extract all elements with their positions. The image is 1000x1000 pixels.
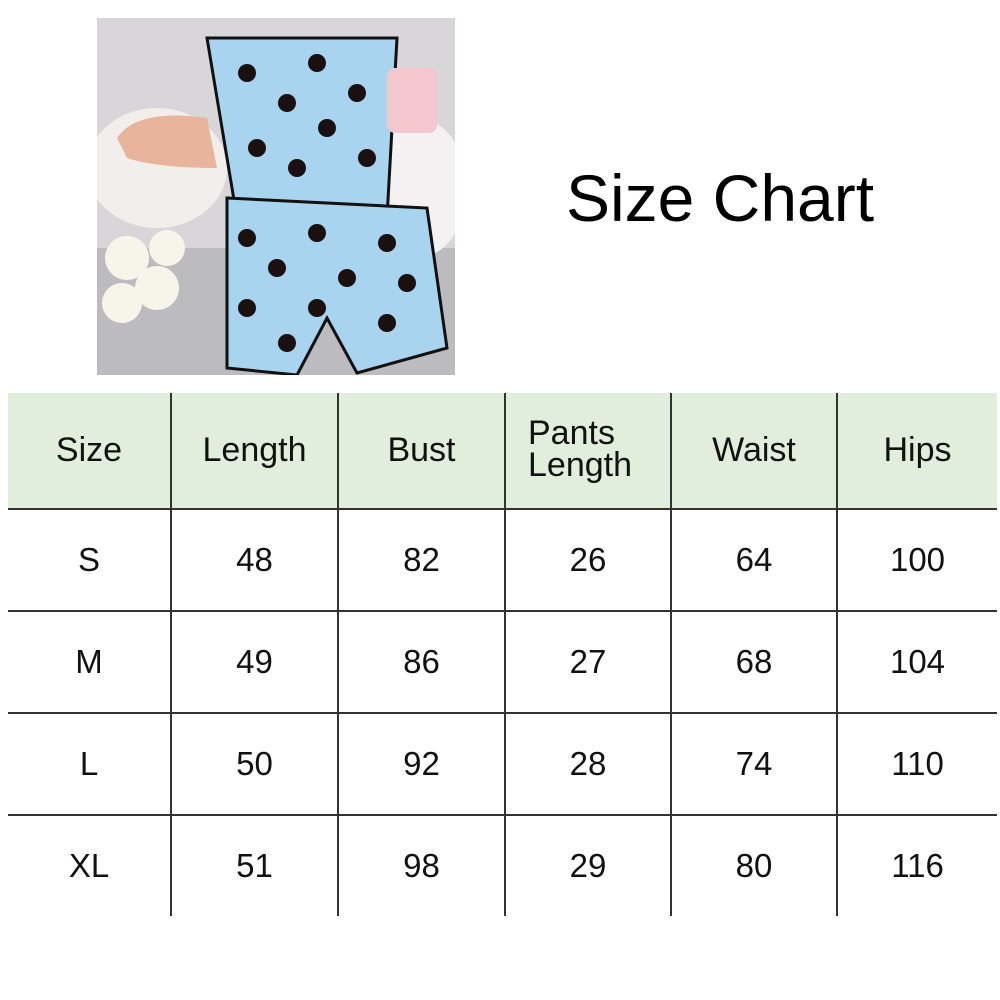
cell: 82: [337, 508, 506, 612]
header-waist: Waist: [670, 393, 838, 510]
cell: 50: [170, 712, 339, 816]
size-chart-table: Size Length Bust Pants Length Waist Hips…: [8, 393, 997, 916]
cell: 27: [504, 610, 672, 714]
product-photo: [97, 18, 455, 375]
cell: 98: [337, 814, 506, 916]
cell: 28: [504, 712, 672, 816]
cell: 80: [670, 814, 838, 916]
cell: 26: [504, 508, 672, 612]
header-length: Length: [170, 393, 339, 510]
header-bust: Bust: [337, 393, 506, 510]
cell: 110: [836, 712, 997, 816]
cell: 29: [504, 814, 672, 916]
cell: 74: [670, 712, 838, 816]
table-row: XL 51 98 29 80 116: [8, 814, 997, 916]
header-pants-length: Pants Length: [504, 393, 672, 510]
header-hips: Hips: [836, 393, 997, 510]
pants-length-label: Pants Length: [528, 413, 632, 484]
table-header-row: Size Length Bust Pants Length Waist Hips: [8, 393, 997, 510]
header-size: Size: [8, 393, 172, 510]
cell: S: [8, 508, 172, 612]
page-title: Size Chart: [565, 161, 875, 235]
cell: 51: [170, 814, 339, 916]
cell: 68: [670, 610, 838, 714]
cell: M: [8, 610, 172, 714]
cell: 92: [337, 712, 506, 816]
table-row: L 50 92 28 74 110: [8, 712, 997, 816]
table-row: M 49 86 27 68 104: [8, 610, 997, 714]
cell: 104: [836, 610, 997, 714]
cell: 116: [836, 814, 997, 916]
cell: 86: [337, 610, 506, 714]
cell: L: [8, 712, 172, 816]
cell: 100: [836, 508, 997, 612]
cell: 49: [170, 610, 339, 714]
cell: XL: [8, 814, 172, 916]
cell: 48: [170, 508, 339, 612]
table-row: S 48 82 26 64 100: [8, 508, 997, 612]
cell: 64: [670, 508, 838, 612]
